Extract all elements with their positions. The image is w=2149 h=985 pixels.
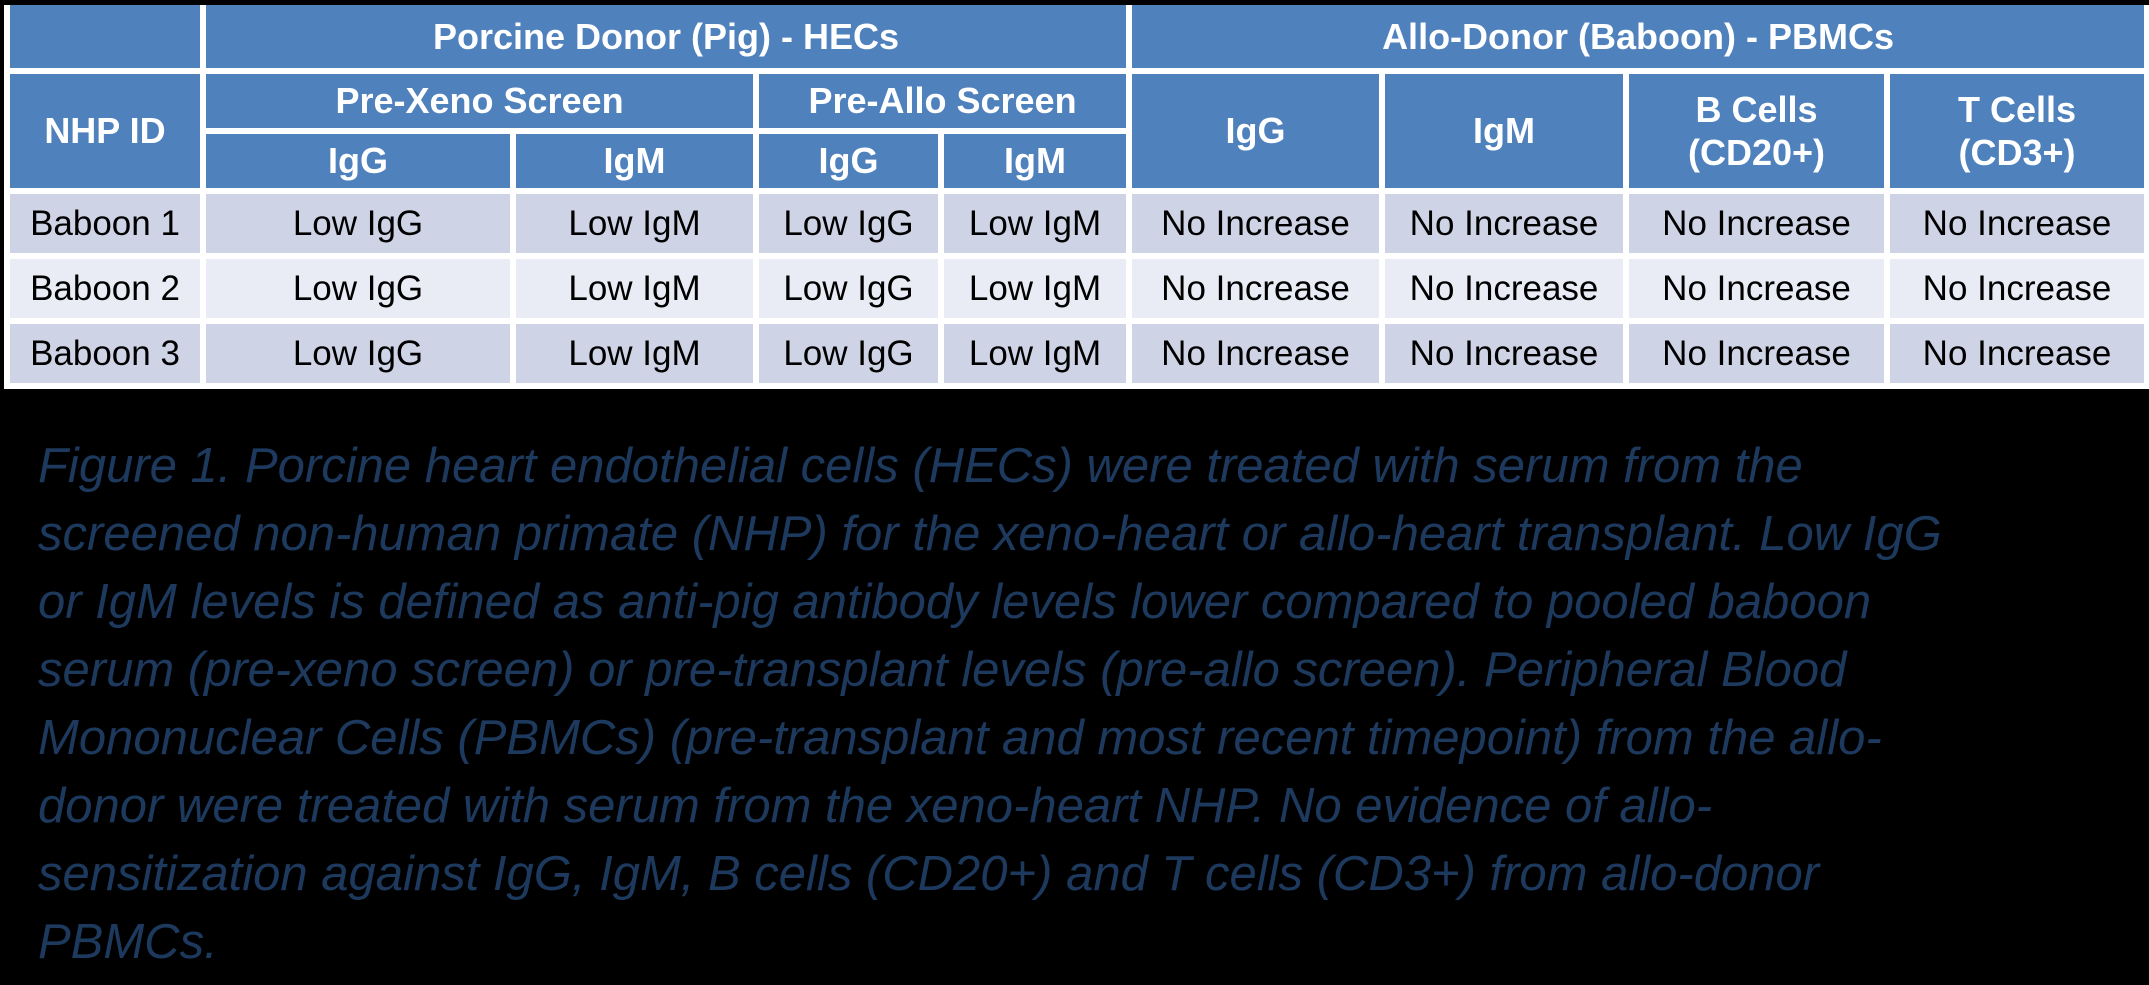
group-header-row: Porcine Donor (Pig) - HECs Allo-Donor (B… [4,5,2149,74]
table-row-baboon-2: Baboon 2 Low IgG Low IgM Low IgG Low IgM… [4,253,2149,324]
allo-igg-header: IgG [1126,68,1386,194]
allo-igm-header: IgM [1379,68,1630,194]
b-cells-header: B Cells (CD20+) [1623,68,1891,194]
caption-line: donor were treated with serum from the x… [38,779,1713,833]
cell-value: No Increase [1884,253,2149,324]
cell-value: Low IgG [200,188,516,259]
row-id: Baboon 2 [4,253,206,324]
table-row-baboon-1: Baboon 1 Low IgG Low IgM Low IgG Low IgM… [4,188,2149,259]
caption-line: or IgM levels is defined as anti-pig ant… [38,575,1872,629]
pre-allo-igg-header: IgG [753,128,944,194]
cell-value: Low IgG [753,318,944,389]
cell-value: No Increase [1379,253,1630,324]
cell-value: No Increase [1623,253,1891,324]
table-row-baboon-3: Baboon 3 Low IgG Low IgM Low IgG Low IgM… [4,318,2149,389]
caption-line: serum (pre-xeno screen) or pre-transplan… [38,643,1847,697]
pre-xeno-screen-header: Pre-Xeno Screen [200,68,759,134]
caption-line: screened non-human primate (NHP) for the… [38,507,1942,561]
row-id: Baboon 3 [4,318,206,389]
figure-caption: Figure 1. Porcine heart endothelial cell… [38,432,2138,976]
cell-value: Low IgM [510,188,759,259]
sub-header-row-1: NHP ID Pre-Xeno Screen Pre-Allo Screen I… [4,68,2149,194]
nhp-id-header: NHP ID [4,68,206,194]
cell-value: Low IgG [200,253,516,324]
group-header-allo-donor: Allo-Donor (Baboon) - PBMCs [1126,5,2149,74]
sub-header-row-2: IgG IgM IgG IgM [7,128,2147,194]
cell-value: Low IgM [937,188,1133,259]
cell-value: Low IgM [510,318,759,389]
pre-allo-screen-header: Pre-Allo Screen [752,68,1133,134]
cell-value: Low IgG [200,318,516,389]
cell-value: Low IgG [753,188,944,259]
t-cells-header: T Cells (CD3+) [1884,68,2149,194]
pre-xeno-igm-header: IgM [510,128,759,194]
cell-value: No Increase [1884,188,2149,259]
cell-value: No Increase [1623,318,1891,389]
cell-value: No Increase [1884,318,2149,389]
caption-line: Mononuclear Cells (PBMCs) (pre-transplan… [38,711,1882,765]
caption-line: PBMCs. [38,915,218,969]
row-id: Baboon 1 [4,188,206,259]
pre-xeno-igg-header: IgG [200,128,516,194]
cell-value: No Increase [1623,188,1891,259]
group-header-porcine-donor: Porcine Donor (Pig) - HECs [199,5,1133,74]
cell-value: No Increase [1126,253,1386,324]
cell-value: Low IgM [510,253,759,324]
cell-value: No Increase [1379,188,1630,259]
cell-value: No Increase [1126,318,1386,389]
caption-line: Figure 1. Porcine heart endothelial cell… [38,439,1803,493]
cell-value: Low IgG [753,253,944,324]
cell-value: Low IgM [937,253,1133,324]
results-table: Porcine Donor (Pig) - HECs Allo-Donor (B… [4,5,2149,389]
caption-line: sensitization against IgG, IgM, B cells … [38,847,1820,901]
cell-value: No Increase [1126,188,1386,259]
pre-allo-igm-header: IgM [937,128,1133,194]
corner-cell [4,5,206,74]
cell-value: No Increase [1379,318,1630,389]
cell-value: Low IgM [937,318,1133,389]
